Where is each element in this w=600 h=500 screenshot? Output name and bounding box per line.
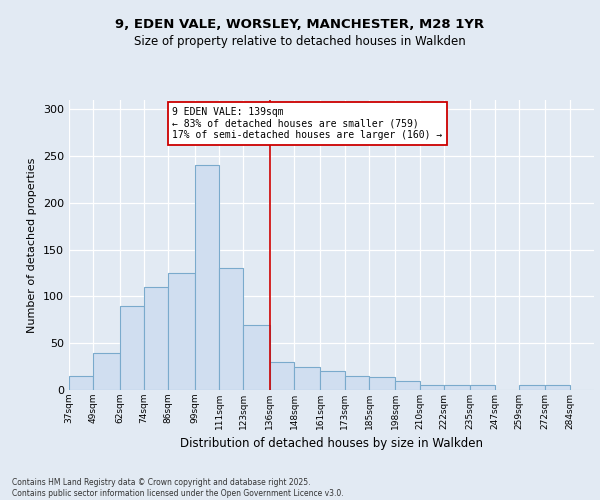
X-axis label: Distribution of detached houses by size in Walkden: Distribution of detached houses by size … [180, 438, 483, 450]
Bar [269, 362, 294, 390]
Bar [69, 376, 94, 390]
Text: 9, EDEN VALE, WORSLEY, MANCHESTER, M28 1YR: 9, EDEN VALE, WORSLEY, MANCHESTER, M28 1… [115, 18, 485, 30]
Bar [344, 376, 369, 390]
Bar [219, 268, 244, 390]
Bar [94, 352, 119, 390]
Bar [519, 386, 545, 390]
Bar [244, 324, 269, 390]
Bar [294, 366, 320, 390]
Bar [545, 386, 569, 390]
Bar [470, 386, 494, 390]
Bar [369, 377, 395, 390]
Text: Contains HM Land Registry data © Crown copyright and database right 2025.
Contai: Contains HM Land Registry data © Crown c… [12, 478, 344, 498]
Bar [419, 386, 444, 390]
Text: 9 EDEN VALE: 139sqm
← 83% of detached houses are smaller (759)
17% of semi-detac: 9 EDEN VALE: 139sqm ← 83% of detached ho… [172, 106, 443, 140]
Bar [119, 306, 144, 390]
Bar [194, 166, 219, 390]
Bar [169, 273, 194, 390]
Bar [144, 287, 169, 390]
Bar [320, 372, 344, 390]
Bar [395, 380, 419, 390]
Y-axis label: Number of detached properties: Number of detached properties [28, 158, 37, 332]
Text: Size of property relative to detached houses in Walkden: Size of property relative to detached ho… [134, 35, 466, 48]
Bar [444, 386, 470, 390]
